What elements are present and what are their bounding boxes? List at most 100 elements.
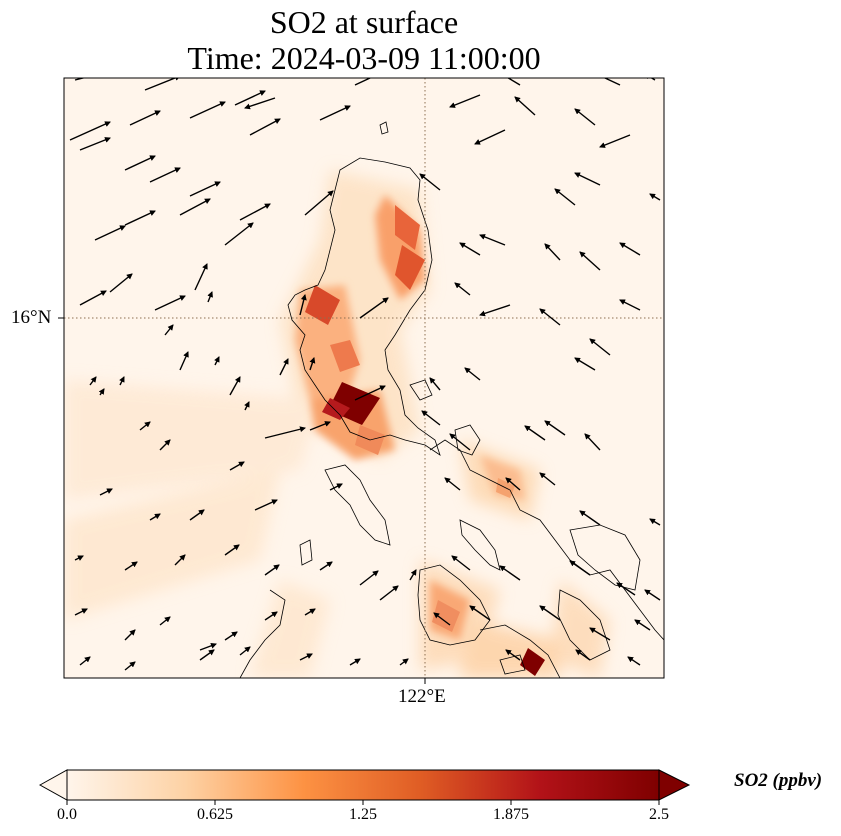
wind-arrow [359,570,379,586]
colorbar-tick-label: 0.0 [57,806,77,823]
wind-arrow [124,629,136,641]
wind-arrow [579,251,601,271]
wind-arrow [499,565,521,581]
wind-arrow [464,367,481,381]
wind-arrow [279,358,289,376]
wind-arrow [409,569,417,581]
wind-arrow [499,78,521,86]
wind-arrow [319,561,333,571]
so2-concentration-field [64,170,610,678]
wind-arrow [514,96,536,116]
wind-arrow [444,477,461,491]
wind-arrow [159,439,171,451]
wind-arrow [174,554,186,566]
wind-arrow [505,477,521,491]
wind-arrow [569,560,591,576]
wind-arrow [207,291,213,303]
wind-arrow [589,338,611,356]
wind-arrow [199,649,215,661]
wind-arrow [189,509,205,521]
wind-arrow [479,234,506,246]
wind-arrow [98,388,105,396]
wind-arrow [599,134,631,148]
wind-arrow [649,193,661,201]
wind-arrow [149,167,181,183]
wind-arrow [254,499,278,511]
wind-arrow [99,488,113,496]
wind-arrow [79,137,111,151]
wind-arrow [584,433,601,451]
wind-arrow [249,118,281,136]
wind-arrow [124,210,156,226]
lat-tick-label: 16°N [11,307,52,328]
wind-arrow [644,78,656,81]
wind-arrow [214,356,220,366]
wind-arrow [433,612,451,626]
wind-arrow [154,295,186,311]
wind-arrow [574,108,596,126]
wind-arrow [79,656,91,666]
wind-arrow [224,544,240,556]
wind-arrow [89,376,97,386]
wind-arrow [244,401,250,411]
wind-arrow [264,611,278,621]
wind-arrow [349,658,361,666]
map-title-line2: Time: 2024-03-09 11:00:00 [187,40,541,76]
wind-arrow [619,242,641,256]
wind-arrow [354,385,386,401]
wind-arrow [119,376,125,386]
wind-arrow [234,90,266,106]
wind-arrow [304,608,316,616]
wind-arrow [264,426,306,439]
wind-arrow [109,273,133,293]
wind-vectors [69,78,661,671]
wind-arrow [524,425,546,441]
wind-arrow [474,129,506,145]
wind-arrow [329,483,343,491]
wind-arrow [309,421,331,431]
wind-arrow [479,304,511,317]
wind-arrow [74,555,84,561]
wind-arrow [69,121,111,141]
wind-arrow [319,105,351,121]
map-plot [58,77,665,684]
lon-tick-label: 122°E [398,686,446,707]
wind-arrow [179,351,189,371]
wind-arrow [189,101,226,119]
wind-arrow [309,357,316,371]
wind-arrow [94,225,126,241]
wind-arrow [575,649,591,661]
wind-arrow [299,653,313,661]
wind-arrow [229,376,241,396]
wind-arrow [124,661,136,671]
wind-arrow [244,97,276,110]
wind-arrow [239,646,251,656]
wind-arrow [451,555,471,571]
colorbar-gradient [66,769,660,801]
wind-arrow [449,94,481,108]
wind-arrow [139,421,151,431]
wind-arrow [579,510,601,526]
wind-arrow [74,608,88,616]
wind-arrow [399,658,409,666]
wind-arrow [354,78,372,86]
coastline [239,121,664,678]
wind-arrow [129,110,161,126]
wind-arrow [224,222,254,246]
wind-arrow [554,188,576,206]
wind-arrow [539,605,561,621]
wind-arrow [454,282,471,296]
wind-arrow [199,642,217,651]
wind-arrow [616,582,636,596]
wind-arrow [124,561,138,571]
wind-arrow [544,243,561,261]
wind-arrow [304,190,334,216]
wind-arrow [189,181,221,197]
colorbar-max-extend [658,769,691,801]
wind-arrow [419,173,441,191]
wind-arrow [149,513,161,521]
colorbar-tick-label: 1.25 [349,806,377,823]
wind-arrow [421,410,441,426]
map-frame [63,77,665,679]
colorbar-tick-label: 1.875 [493,806,529,823]
